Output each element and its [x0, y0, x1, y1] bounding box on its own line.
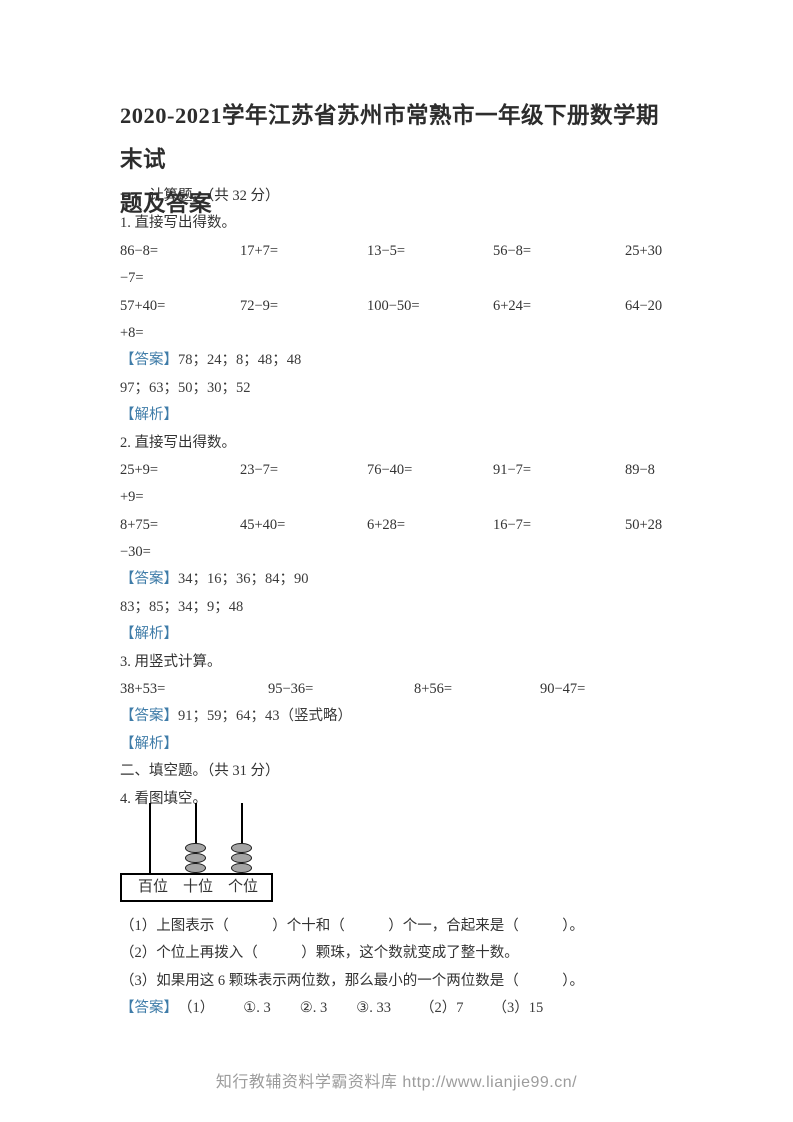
equation: 23−7=	[240, 461, 279, 478]
section1-heading: 一、计算题。（共 32 分）	[120, 188, 280, 204]
equation: 56−8=	[493, 242, 532, 259]
title-line-1: 2020-2021学年江苏省苏州市常熟市一年级下册数学期末试	[120, 103, 659, 172]
q2-analysis-label: 【解析】	[120, 626, 178, 643]
equation: 13−5=	[367, 242, 406, 259]
abacus-rod-tens	[195, 802, 197, 873]
equation: 8+75=	[120, 516, 159, 533]
site-watermark-footer: 知行教辅资料学霸资料库 http://www.lianjie99.cn/	[215, 1074, 578, 1091]
abacus-base-box: 百位 十位 个位	[120, 872, 273, 902]
document-body: 一、计算题。（共 32 分） 1. 直接写出得数。 86−8= 17+7= 13…	[120, 183, 676, 1023]
equation: 57+40=	[120, 297, 166, 314]
abacus-rod-ones	[241, 802, 243, 873]
q1-equation-row-2: 57+40= 72−9= 100−50= 6+24= 64−20	[120, 293, 676, 320]
answer-part: ①. 3	[243, 1000, 271, 1017]
q2-answer-line-1: 【答案】34；16；36；84；90	[120, 566, 676, 593]
q2-stem: 2. 直接写出得数。	[120, 434, 236, 451]
equation: 89−8	[625, 461, 655, 478]
equation: 25+9=	[120, 461, 159, 478]
abacus-bead	[231, 852, 252, 864]
abacus-rod-hundreds	[149, 802, 151, 873]
abacus-bead	[185, 842, 206, 854]
equation: 72−9=	[240, 297, 279, 314]
q3-analysis-label: 【解析】	[120, 735, 178, 752]
q1-stem: 1. 直接写出得数。	[120, 215, 236, 232]
answer-part: （3）15	[492, 1000, 544, 1017]
equation: 17+7=	[240, 242, 279, 259]
q2-equation-row-2: 8+75= 45+40= 6+28= 16−7= 50+28	[120, 512, 676, 539]
section2-heading: 二、填空题。（共 31 分）	[120, 763, 280, 780]
q3-stem: 3. 用竖式计算。	[120, 653, 222, 670]
q3-answer-line: 【答案】91；59；64；43（竖式略）	[120, 703, 676, 730]
equation: 91−7=	[493, 461, 532, 478]
answer-part: （1）	[178, 1000, 215, 1017]
q2-equation-row-2-cont: −30=	[120, 544, 151, 561]
q1-equation-row-1: 86−8= 17+7= 13−5= 56−8= 25+30	[120, 238, 676, 265]
equation: 90−47=	[540, 681, 586, 698]
q1-answer-line-1: 【答案】78；24；8；48；48	[120, 347, 676, 374]
answer-label: 【答案】	[120, 1000, 178, 1017]
equation: 25+30	[625, 242, 663, 259]
page-title: 2020-2021学年江苏省苏州市常熟市一年级下册数学期末试 题及答案	[120, 94, 680, 226]
q2-answer-line-2: 83；85；34；9；48	[120, 598, 244, 615]
equation: 95−36=	[268, 681, 314, 698]
answer-part: （2）7	[420, 1000, 464, 1017]
equation: 38+53=	[120, 681, 166, 698]
q1-answer-line-2: 97；63；50；30；52	[120, 379, 251, 396]
equation: 6+24=	[493, 297, 532, 314]
q4-sub-question-1: （1）上图表示（ ）个十和（ ）个一，合起来是（ ）。	[120, 917, 584, 934]
answer-part: ②. 3	[299, 1000, 328, 1017]
place-label-hundreds: 百位	[138, 878, 169, 895]
q4-stem: 4. 看图填空。	[120, 790, 207, 807]
equation: 76−40=	[367, 461, 413, 478]
answer-values: 78；24；8；48；48	[178, 352, 302, 369]
equation: 64−20	[625, 297, 663, 314]
q4-sub-question-2: （2）个位上再拨入（ ）颗珠，这个数就变成了整十数。	[120, 945, 519, 962]
answer-part: ③. 33	[356, 1000, 391, 1017]
q1-analysis-label: 【解析】	[120, 407, 178, 424]
answer-label: 【答案】	[120, 352, 178, 369]
q1-equation-row-1-cont: −7=	[120, 270, 144, 287]
q1-equation-row-2-cont: +8=	[120, 324, 144, 341]
equation: 50+28	[625, 516, 663, 533]
answer-label: 【答案】	[120, 571, 178, 588]
answer-label: 【答案】	[120, 708, 178, 725]
q3-equation-row: 38+53= 95−36= 8+56= 90−47=	[120, 676, 676, 703]
q2-equation-row-1: 25+9= 23−7= 76−40= 91−7= 89−8	[120, 457, 676, 484]
equation: 16−7=	[493, 516, 532, 533]
q4-sub-question-3: （3）如果用这 6 颗珠表示两位数，那么最小的一个两位数是（ ）。	[120, 972, 584, 989]
abacus-bead	[185, 852, 206, 864]
equation: 86−8=	[120, 242, 159, 259]
place-label-tens: 十位	[182, 878, 213, 895]
equation: 45+40=	[240, 516, 286, 533]
abacus-bead	[185, 862, 206, 874]
abacus-bead	[231, 842, 252, 854]
place-label-ones: 个位	[227, 878, 258, 895]
q2-equation-row-1-cont: +9=	[120, 489, 144, 506]
abacus-bead	[231, 862, 252, 874]
equation: 8+56=	[414, 681, 453, 698]
answer-values: 91；59；64；43（竖式略）	[178, 708, 352, 725]
equation: 6+28=	[367, 516, 406, 533]
abacus-figure: 百位 十位 个位	[120, 802, 410, 903]
equation: 100−50=	[367, 297, 420, 314]
answer-values: （1） ①. 3 ②. 3 ③. 33 （2）7 （3）15	[178, 995, 543, 1022]
title-line-2: 题及答案	[120, 191, 213, 216]
q4-answer-line: 【答案】 （1） ①. 3 ②. 3 ③. 33 （2）7 （3）15	[120, 995, 676, 1022]
answer-values: 34；16；36；84；90	[178, 571, 309, 588]
